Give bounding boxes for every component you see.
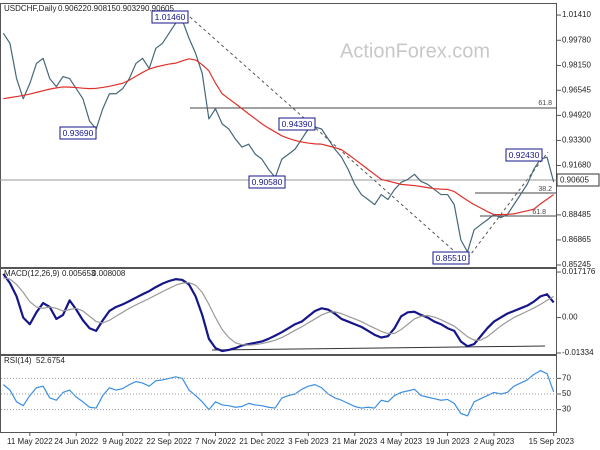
signal-value: 0.008008: [92, 269, 126, 278]
x-tick-label: 4 May 2023: [380, 437, 422, 446]
price-label-box: [59, 126, 97, 140]
y-tick-label: 70: [562, 374, 571, 383]
watermark: ActionForex.com: [340, 40, 490, 62]
y-tick-label: 0.93300: [562, 136, 591, 145]
price-label-box: [432, 251, 470, 265]
x-tick-label: 3 Feb 2023: [288, 437, 329, 446]
x-tick-label: 19 Jun 2023: [426, 437, 471, 446]
y-tick-label: 0.00: [562, 313, 578, 322]
series-line: [3, 277, 554, 346]
y-tick-label: 0.99780: [562, 35, 591, 44]
y-tick-label: 0.88485: [562, 210, 591, 219]
x-tick-label: 21 Dec 2022: [239, 437, 285, 446]
price-label-box: [278, 117, 316, 131]
price-label: 0.94390: [282, 119, 313, 129]
rsi-value: 52.6754: [36, 356, 65, 365]
rsi-frame: [0, 355, 557, 433]
y-tick-label: 0.94920: [562, 111, 591, 120]
y-tick-label: 30: [562, 405, 571, 414]
price-label-box: [151, 10, 189, 24]
x-tick-label: 22 Sep 2022: [146, 437, 192, 446]
x-tick-label: 7 Nov 2022: [195, 437, 236, 446]
current-price-label: 0.90605: [560, 176, 589, 185]
y-tick-label: 50: [562, 389, 571, 398]
price-label: 0.93690: [63, 128, 94, 138]
y-tick-label: 0.017176: [562, 267, 596, 276]
fib-label: 61.8: [538, 100, 552, 107]
x-tick-label: 21 Mar 2023: [332, 437, 377, 446]
trend-line: [189, 16, 463, 259]
y-tick-label: 0.91680: [562, 161, 591, 170]
trend-line: [467, 151, 549, 259]
y-tick-label: -0.01334: [562, 348, 594, 357]
macd-value: 0.005653: [62, 269, 96, 278]
y-tick-label: 0.96545: [562, 85, 591, 94]
ohlc-value: 0.90329: [116, 4, 145, 13]
y-tick-label: 0.85245: [562, 260, 591, 269]
series-line: [2, 273, 555, 353]
annotation-layer: USDCHF,Daily 0.90622 0.90815 0.90329 0.90605…: [4, 4, 600, 365]
panel-title: RSI(14): [4, 356, 32, 365]
fib-label: 38.2: [538, 186, 552, 193]
ohlc-value: 0.90605: [145, 4, 174, 13]
price-frame: [0, 3, 557, 268]
x-tick-label: 15 Sep 2023: [529, 437, 575, 446]
x-tick-label: 24 Jun 2022: [54, 437, 99, 446]
ohlc-value: 0.90815: [87, 4, 116, 13]
series-layer: [2, 19, 555, 417]
ohlc-value: 0.90622: [58, 4, 87, 13]
series-line: [3, 58, 555, 216]
panel-title: MACD(12,26,9): [4, 269, 60, 278]
series-line: [2, 370, 555, 417]
y-tick-label: 0.98150: [562, 61, 591, 70]
macd-frame: [0, 268, 557, 355]
price-label-box: [248, 175, 286, 189]
x-tick-label: 11 May 2022: [7, 437, 53, 446]
price-label: 0.85510: [436, 253, 467, 263]
price-label: 0.92430: [509, 150, 540, 160]
fib-label: 61.8: [532, 209, 546, 216]
price-label-box: [505, 148, 543, 162]
chart-title: USDCHF,Daily: [4, 4, 56, 13]
price-label: 0.90580: [252, 177, 283, 187]
x-tick-label: 2 Aug 2023: [474, 437, 515, 446]
x-tick-label: 9 Aug 2022: [102, 437, 143, 446]
price-label: 1.01460: [155, 12, 186, 22]
current-price-box: [556, 173, 600, 187]
macd-trend-line: [211, 345, 546, 351]
y-tick-label: 0.86865: [562, 235, 591, 244]
y-tick-label: 1.01410: [562, 10, 591, 19]
